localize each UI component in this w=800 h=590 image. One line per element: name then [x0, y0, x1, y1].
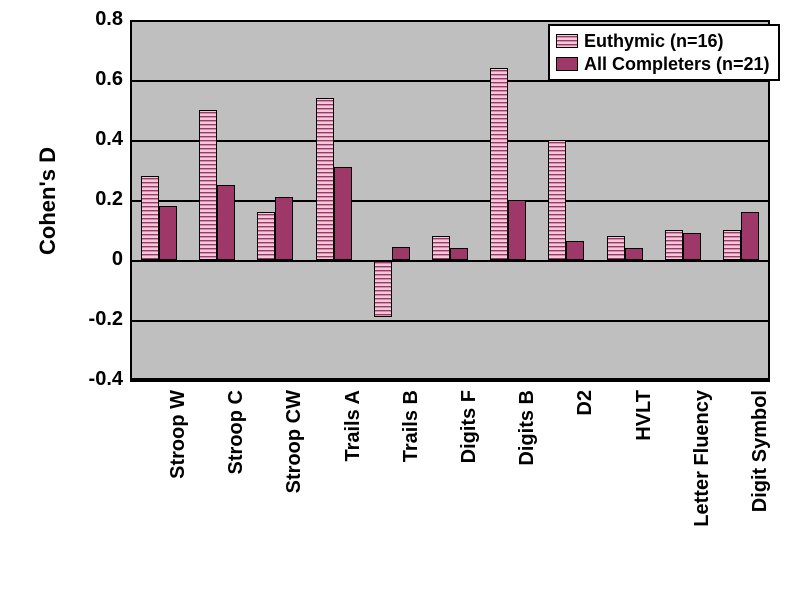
bar — [275, 197, 293, 260]
bar — [490, 68, 508, 260]
bar — [607, 236, 625, 260]
x-tick-label: Trails B — [400, 390, 423, 590]
bar — [665, 230, 683, 260]
y-axis-label: Cohen's D — [35, 121, 61, 281]
bar — [159, 206, 177, 260]
chart-container: Cohen's D -0.4-0.200.20.40.60.8 Stroop W… — [0, 0, 800, 557]
y-tick-label: 0.6 — [68, 68, 123, 91]
bar — [450, 248, 468, 260]
bar — [723, 230, 741, 260]
x-tick-label: Digit Symbol — [749, 390, 772, 590]
bar — [199, 110, 217, 260]
x-tick-label: Digits B — [516, 390, 539, 590]
y-tick-label: 0.2 — [68, 188, 123, 211]
x-tick-label: HVLT — [633, 390, 656, 590]
gridline — [130, 140, 770, 142]
bar — [257, 212, 275, 260]
x-tick-label: Trails A — [342, 390, 365, 590]
legend-label: Euthymic (n=16) — [584, 30, 724, 53]
bar — [392, 247, 410, 261]
x-tick-label: Stroop C — [225, 390, 248, 590]
x-tick-label: Digits F — [458, 390, 481, 590]
bar — [334, 167, 352, 260]
bar — [432, 236, 450, 260]
x-tick-label: D2 — [574, 390, 597, 590]
bar — [217, 185, 235, 260]
bar — [508, 200, 526, 260]
gridline — [130, 20, 770, 22]
legend-item: All Completers (n=21) — [556, 53, 770, 76]
bar — [141, 176, 159, 260]
bar — [625, 248, 643, 260]
y-tick-label: 0.8 — [68, 8, 123, 31]
bar — [316, 98, 334, 260]
x-tick-label: Letter Fluency — [691, 390, 714, 590]
legend-label: All Completers (n=21) — [584, 53, 770, 76]
x-tick-label: Stroop W — [167, 390, 190, 590]
x-tick-label: Stroop CW — [283, 390, 306, 590]
legend-swatch — [556, 57, 578, 71]
legend-item: Euthymic (n=16) — [556, 30, 770, 53]
y-tick-label: 0.4 — [68, 128, 123, 151]
bar — [548, 140, 566, 260]
bar — [741, 212, 759, 260]
y-tick-label: 0 — [68, 248, 123, 271]
legend-swatch — [556, 34, 578, 48]
gridline — [130, 320, 770, 322]
y-tick-label: -0.4 — [68, 368, 123, 391]
gridline — [130, 380, 770, 382]
bar — [566, 241, 584, 261]
bar — [683, 233, 701, 260]
zero-line — [130, 260, 770, 262]
legend: Euthymic (n=16)All Completers (n=21) — [548, 24, 780, 81]
y-tick-label: -0.2 — [68, 308, 123, 331]
bar — [374, 260, 392, 317]
